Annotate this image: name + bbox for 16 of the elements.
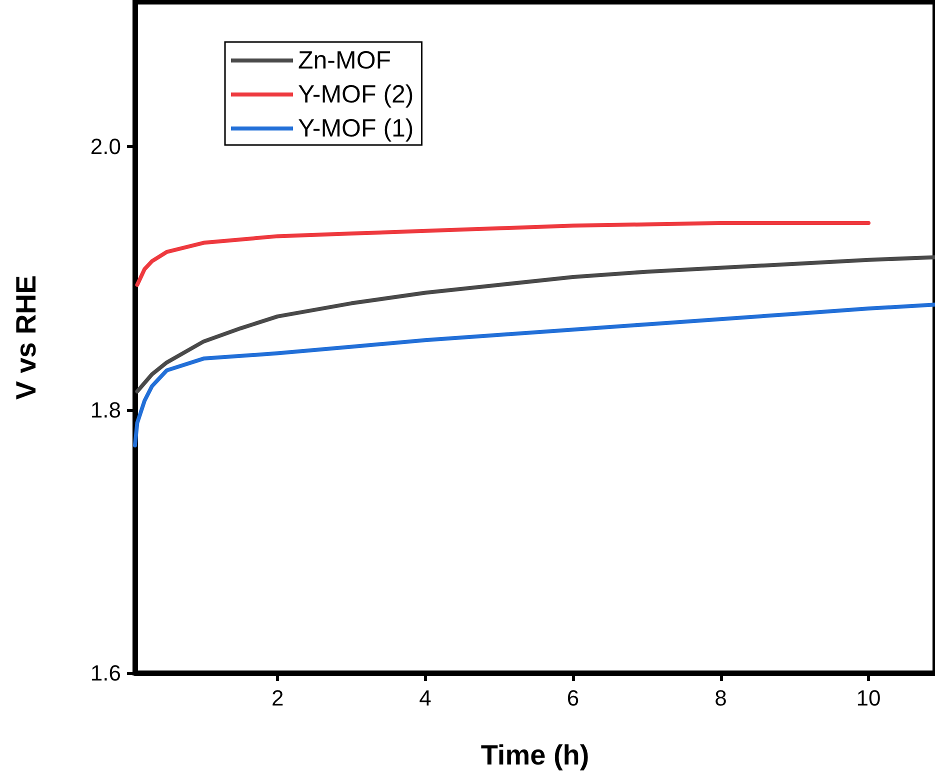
x-tick-label: 6 bbox=[566, 686, 580, 710]
line-series bbox=[135, 221, 871, 287]
line-series bbox=[133, 302, 935, 448]
legend-label: Y-MOF (2) bbox=[298, 80, 414, 108]
y-tick-label: 1.8 bbox=[90, 397, 121, 422]
y-tick-label: 2.0 bbox=[90, 134, 121, 160]
x-axis-title: Time (h) bbox=[480, 740, 590, 770]
x-tick-label: 8 bbox=[714, 686, 727, 710]
legend-label: Y-MOF (1) bbox=[298, 114, 414, 142]
legend-label: Zn-MOF bbox=[298, 46, 392, 74]
x-tick-label: 10 bbox=[856, 686, 881, 710]
line-series bbox=[135, 255, 935, 394]
x-tick-label: 2 bbox=[271, 686, 284, 710]
y-tick-label: 1.6 bbox=[90, 660, 121, 686]
x-tick-label: 4 bbox=[419, 686, 432, 710]
y-axis-title: V vs RHE bbox=[10, 275, 42, 400]
